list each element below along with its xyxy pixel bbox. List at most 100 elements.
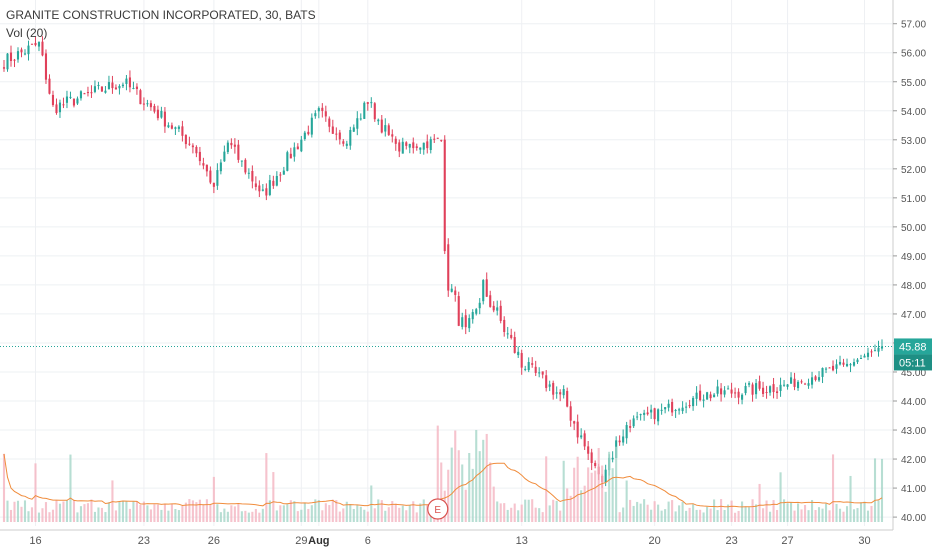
volume-bar <box>107 502 110 522</box>
volume-bar <box>79 506 83 522</box>
volume-bar <box>247 512 250 522</box>
candle-body <box>475 309 478 314</box>
candle-body <box>681 407 684 412</box>
volume-bar <box>831 454 835 522</box>
volume-bar <box>824 503 828 522</box>
candle-body <box>646 412 649 415</box>
candle-body <box>443 139 446 252</box>
x-tick-label: 26 <box>208 535 220 547</box>
volume-bar <box>755 504 758 522</box>
candle-body <box>650 409 653 413</box>
candle-body <box>426 141 429 149</box>
volume-bar <box>422 499 425 522</box>
candle-body <box>845 363 849 367</box>
candle-body <box>852 362 856 366</box>
candle-body <box>751 384 754 395</box>
volume-bar <box>590 472 593 522</box>
volume-bar <box>48 512 51 522</box>
candle-body <box>611 457 614 460</box>
volume-bar <box>240 511 243 522</box>
candle-body <box>702 399 705 401</box>
candle-body <box>27 45 30 55</box>
candle-body <box>121 84 124 87</box>
candle-body <box>23 53 27 55</box>
candle-body <box>293 147 296 157</box>
x-tick-label: 27 <box>781 535 793 547</box>
candle-body <box>632 418 635 427</box>
volume-bar <box>489 462 492 522</box>
volume-bar <box>121 500 124 522</box>
volume-bar <box>279 505 282 522</box>
candle-body <box>6 53 9 70</box>
candle-body <box>62 104 65 106</box>
volume-bar <box>51 509 55 522</box>
volume-bar <box>643 499 646 522</box>
volume-bar <box>681 501 684 522</box>
y-tick-label: 44.00 <box>901 397 926 408</box>
candle-body <box>737 391 740 398</box>
candle-body <box>251 170 254 182</box>
candle-body <box>282 170 285 175</box>
y-tick-label: 54.00 <box>901 107 926 118</box>
volume-bar <box>601 465 604 522</box>
y-tick-label: 40.00 <box>901 513 926 524</box>
candle-body <box>748 383 751 385</box>
volume-bar <box>723 509 726 522</box>
y-tick-label: 55.00 <box>901 78 926 89</box>
candle-body <box>720 388 723 395</box>
volume-bar <box>671 500 674 522</box>
volume-bar <box>293 501 296 522</box>
candle-body <box>405 142 408 146</box>
candle-body <box>692 397 695 407</box>
candle-body <box>821 368 824 377</box>
candle-body <box>807 383 810 386</box>
volume-bar <box>55 500 58 522</box>
volume-bar <box>265 453 268 522</box>
x-tick-label: 16 <box>29 535 41 547</box>
volume-bar <box>153 504 156 522</box>
candle-body <box>866 352 870 357</box>
volume-bar <box>727 504 730 522</box>
volume-bar <box>226 511 229 522</box>
volume-bar <box>492 486 495 522</box>
candle-body <box>510 334 513 338</box>
volume-bar <box>352 508 355 522</box>
x-tick-label: 13 <box>516 535 528 547</box>
volume-bar <box>863 501 866 522</box>
candle-body <box>72 98 76 106</box>
candle-body <box>349 130 352 146</box>
y-tick-label: 51.00 <box>901 194 926 205</box>
candle-body <box>34 42 37 46</box>
x-tick-label: 30 <box>858 535 870 547</box>
volume-bar <box>261 508 264 522</box>
candle-body <box>873 350 877 352</box>
volume-bar <box>653 501 656 522</box>
candle-body <box>240 160 243 162</box>
candle-body <box>660 409 663 411</box>
volume-bar <box>873 458 877 522</box>
candle-body <box>387 125 390 135</box>
candle-body <box>142 103 145 105</box>
volume-bar <box>660 510 663 522</box>
volume-bar <box>803 505 807 522</box>
candle-body <box>580 435 583 438</box>
volume-bar <box>209 504 212 522</box>
candle-body <box>181 126 184 136</box>
volume-bar <box>527 499 530 522</box>
volume-bar <box>629 499 632 522</box>
volume-bar <box>219 512 222 522</box>
volume-bar <box>737 510 740 522</box>
candle-body <box>831 365 835 371</box>
volume-bar <box>880 458 884 522</box>
candle-body <box>877 347 880 352</box>
candle-body <box>114 87 117 90</box>
candle-body <box>824 368 828 370</box>
x-tick-label: 23 <box>725 535 737 547</box>
candle-body <box>723 390 726 395</box>
volume-bar <box>748 507 751 522</box>
candle-body <box>41 41 44 56</box>
candle-body <box>587 446 590 454</box>
candle-body <box>835 364 838 369</box>
candle-body <box>258 185 261 192</box>
